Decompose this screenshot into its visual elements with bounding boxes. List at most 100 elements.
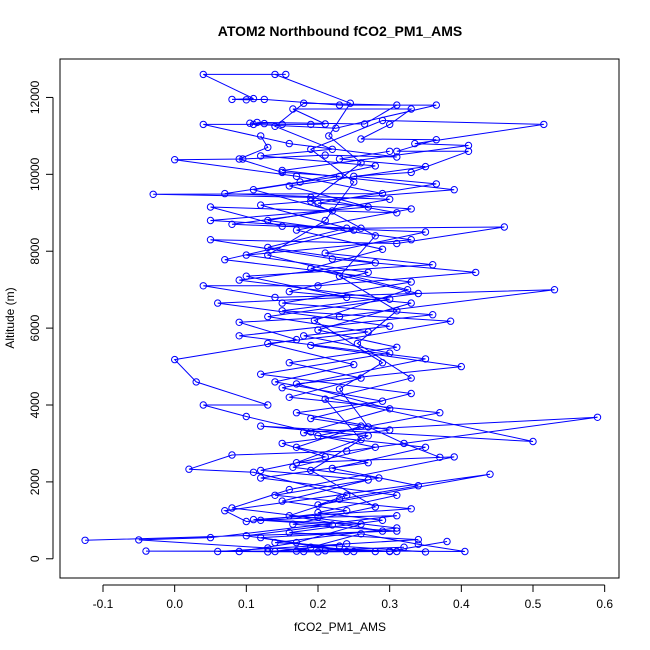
data-point (386, 426, 394, 434)
data-point (300, 99, 308, 107)
plot-frame (59, 58, 620, 579)
x-tick-label: 0.6 (596, 597, 613, 611)
data-point (414, 289, 422, 298)
data-point (199, 282, 208, 290)
data-point (378, 359, 387, 367)
data-point (214, 299, 222, 307)
y-tick-label: 6000 (28, 314, 42, 341)
data-point (325, 132, 333, 140)
y-tick-label: 10000 (28, 157, 42, 191)
y-tick-label: 0 (28, 555, 42, 562)
data-point (246, 119, 254, 127)
data-point (249, 94, 258, 103)
data-point (421, 228, 430, 236)
data-point (343, 491, 351, 499)
data-point (249, 186, 258, 194)
data-point (206, 533, 215, 542)
data-point (393, 524, 401, 532)
data-point (357, 224, 365, 232)
data-point (364, 328, 372, 336)
data-point (206, 216, 215, 225)
data-point (285, 139, 293, 148)
y-tick-label: 2000 (28, 468, 42, 495)
data-point (242, 517, 251, 526)
data-point (199, 70, 208, 79)
x-tick-label: 0.5 (525, 597, 542, 611)
data-point (464, 147, 473, 156)
data-point (285, 528, 293, 537)
data-point (407, 168, 415, 177)
data-point (364, 476, 372, 484)
data-point (278, 307, 286, 315)
data-point (192, 378, 200, 386)
data-point (414, 540, 422, 548)
data-point (307, 264, 315, 273)
data-point (257, 466, 265, 475)
data-point (386, 147, 394, 156)
data-point (407, 374, 415, 382)
data-point (257, 474, 265, 482)
data-point (371, 547, 379, 556)
data-point (249, 515, 258, 524)
data-point (371, 443, 379, 451)
data-point (443, 537, 451, 546)
data-point (446, 317, 455, 325)
data-point (328, 145, 336, 154)
data-point (386, 322, 394, 330)
data-point (429, 311, 437, 319)
data-point (500, 223, 508, 231)
data-point (593, 413, 602, 421)
data-point (393, 547, 401, 556)
data-point (314, 199, 322, 207)
data-point (343, 547, 351, 556)
data-point (436, 453, 444, 461)
y-tick-label: 12000 (28, 80, 42, 114)
data-point (206, 236, 215, 244)
data-point (400, 543, 408, 551)
data-point (264, 143, 272, 152)
data-point (135, 536, 143, 544)
x-tick-label: -0.1 (93, 597, 114, 611)
data-point (371, 162, 379, 170)
data-point (364, 203, 372, 211)
data-point (350, 360, 358, 369)
data-point (393, 209, 401, 217)
data-point (400, 439, 408, 448)
data-point (386, 120, 394, 129)
data-point (307, 193, 315, 202)
data-point (414, 535, 422, 544)
data-point (346, 99, 354, 107)
data-point (335, 101, 344, 109)
data-point (321, 249, 329, 257)
data-point (235, 276, 243, 284)
data-point (257, 132, 265, 140)
data-point (307, 341, 315, 350)
data-point (328, 521, 336, 529)
data-point (271, 70, 279, 79)
data-layer (81, 70, 602, 556)
data-point (257, 370, 265, 378)
data-point (436, 409, 444, 417)
data-point (357, 530, 365, 538)
data-point (335, 155, 344, 163)
data-point (335, 495, 344, 503)
data-point (149, 190, 157, 199)
data-point (321, 151, 329, 159)
data-point (386, 295, 394, 303)
data-point (228, 451, 236, 459)
data-point (450, 186, 458, 194)
data-point (285, 359, 293, 367)
data-point (378, 516, 387, 524)
data-point (199, 120, 208, 129)
series-line-5 (217, 135, 433, 552)
data-point (321, 453, 329, 461)
data-point (253, 118, 261, 127)
data-point (260, 95, 268, 104)
data-point (407, 278, 415, 286)
data-point (321, 216, 329, 225)
data-point (421, 548, 430, 556)
data-point (292, 409, 301, 417)
x-tick-label: 0.4 (453, 597, 470, 611)
data-point (461, 547, 469, 556)
